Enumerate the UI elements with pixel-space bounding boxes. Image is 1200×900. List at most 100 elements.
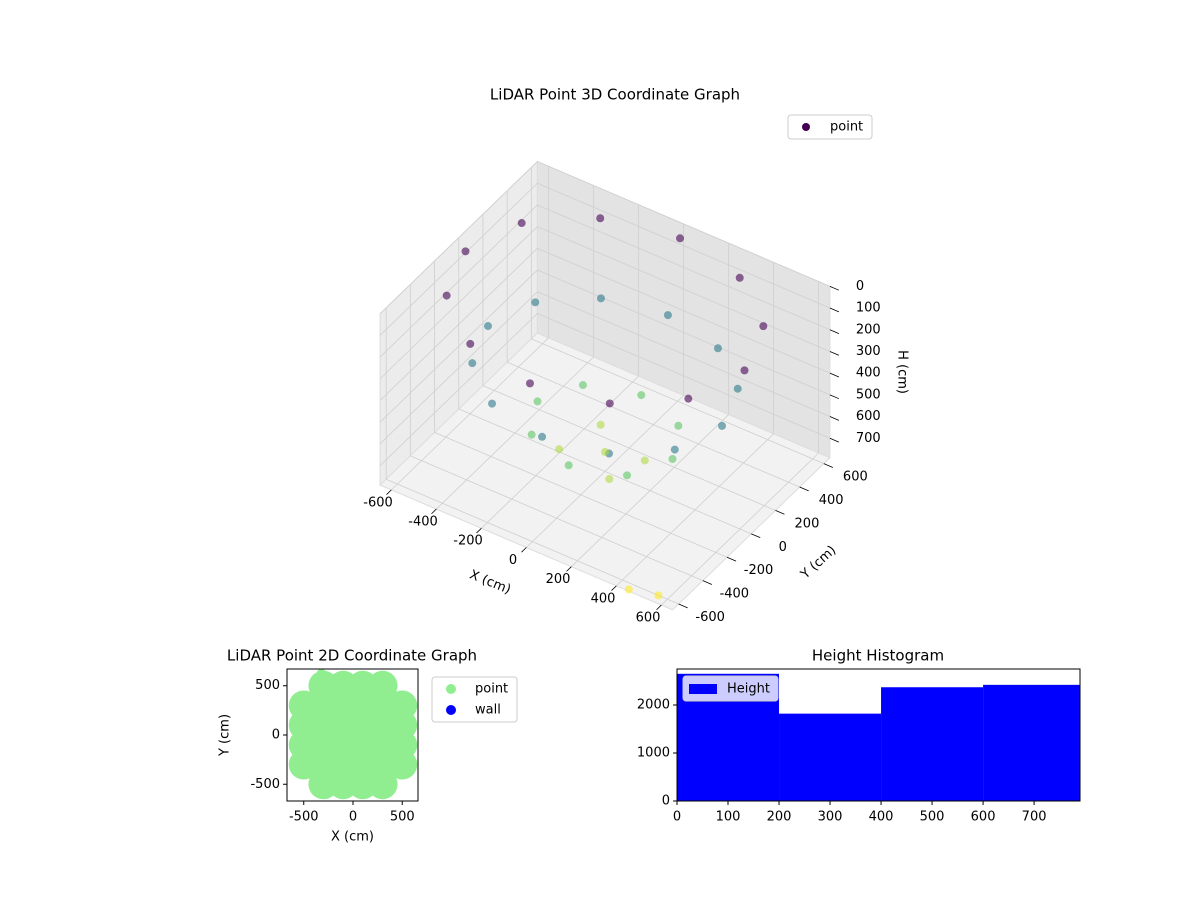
point xyxy=(564,461,573,470)
point xyxy=(637,391,646,400)
x-tick-label: 400 xyxy=(869,810,894,825)
tick-mark xyxy=(656,604,662,611)
x-tick-label: 300 xyxy=(818,810,843,825)
point xyxy=(442,291,451,300)
x-tick-label: -500 xyxy=(289,810,319,825)
y-tick-label: 500 xyxy=(255,678,280,693)
point xyxy=(601,447,609,456)
tick-mark xyxy=(775,510,785,515)
x-tick-label: -600 xyxy=(363,495,393,510)
tick-mark xyxy=(829,437,840,443)
point xyxy=(654,591,663,600)
x-tick-label: 100 xyxy=(716,810,741,825)
y-axis-label: Y (cm) xyxy=(218,714,233,757)
z-tick-label: 100 xyxy=(856,301,881,316)
point xyxy=(367,769,398,800)
point xyxy=(713,344,722,353)
tick-mark xyxy=(521,547,527,553)
legend-label: wall xyxy=(475,703,501,718)
point xyxy=(488,399,497,408)
x-tick-label: -400 xyxy=(408,514,438,529)
legend-marker xyxy=(689,684,717,694)
legend-box xyxy=(431,676,518,723)
z-axis-label: H (cm) xyxy=(894,350,909,394)
tick-mark xyxy=(829,372,840,378)
legend-label: point xyxy=(830,120,863,135)
point xyxy=(533,397,542,406)
grid-line xyxy=(385,478,679,605)
point xyxy=(663,311,672,320)
z-tick-label: 700 xyxy=(856,431,881,446)
grid-line xyxy=(410,455,704,581)
point xyxy=(674,421,683,430)
y-tick-label: 1000 xyxy=(637,746,670,761)
grid-line xyxy=(379,161,538,314)
chart-title: Height Histogram xyxy=(812,647,944,665)
point xyxy=(676,234,685,243)
y-axis-label: Y (cm) xyxy=(797,543,839,583)
tick-mark xyxy=(751,533,761,539)
point xyxy=(684,394,693,403)
y-tick-label: 0 xyxy=(272,728,280,743)
z-tick-label: 0 xyxy=(856,279,864,294)
y-tick-label: 0 xyxy=(779,540,787,555)
x-tick-label: 500 xyxy=(390,810,415,825)
chart-title: LiDAR Point 3D Coordinate Graph xyxy=(490,86,740,104)
point xyxy=(605,399,614,408)
grid-line xyxy=(379,182,538,336)
x-tick-label: 200 xyxy=(767,810,792,825)
tick-mark xyxy=(476,527,482,534)
tick-mark xyxy=(611,585,617,591)
point xyxy=(468,359,477,368)
point xyxy=(316,669,327,679)
legend-marker xyxy=(446,684,456,694)
plot-area xyxy=(288,669,418,800)
grid-line xyxy=(482,385,776,511)
point xyxy=(517,219,526,228)
point xyxy=(668,455,677,463)
z-tick-label: 400 xyxy=(856,366,881,381)
point xyxy=(670,445,679,454)
legend-marker xyxy=(802,123,810,131)
point xyxy=(735,273,744,282)
x-tick-label: 0 xyxy=(673,810,681,825)
point xyxy=(525,379,534,388)
point xyxy=(531,298,540,307)
y-tick-label: -600 xyxy=(695,610,725,625)
point xyxy=(623,471,632,480)
x-tick-label: 500 xyxy=(920,810,945,825)
axes-frame xyxy=(676,668,1081,802)
x-tick-label: 700 xyxy=(1022,810,1047,825)
point xyxy=(596,420,605,429)
point xyxy=(605,475,614,484)
grid-line xyxy=(379,204,538,358)
point xyxy=(596,214,605,223)
grid-line xyxy=(379,248,538,401)
tick-mark xyxy=(829,394,840,400)
point xyxy=(466,339,475,348)
tick-mark xyxy=(829,416,840,421)
y-tick-label: -400 xyxy=(720,587,750,602)
grid-line xyxy=(537,182,831,309)
x-tick-label: 400 xyxy=(591,591,616,606)
x-tick-label: 200 xyxy=(546,572,571,587)
x-axis-label: X (cm) xyxy=(331,830,374,845)
tick-mark xyxy=(823,463,834,468)
chart-title: LiDAR Point 2D Coordinate Graph xyxy=(227,647,477,665)
z-tick-label: 600 xyxy=(856,409,881,424)
grid-line xyxy=(537,291,831,417)
bar xyxy=(983,684,1080,801)
point xyxy=(624,585,633,594)
tick-mark xyxy=(799,486,809,492)
bar xyxy=(779,713,882,801)
z-tick-label: 300 xyxy=(856,344,881,359)
x-tick-label: 600 xyxy=(971,810,996,825)
point xyxy=(461,247,470,256)
point xyxy=(640,456,649,465)
x-tick-label: 600 xyxy=(636,610,661,625)
tick-mark xyxy=(566,566,572,572)
tick-mark xyxy=(829,285,840,291)
grid-line xyxy=(458,408,752,535)
grid-line xyxy=(537,226,831,352)
